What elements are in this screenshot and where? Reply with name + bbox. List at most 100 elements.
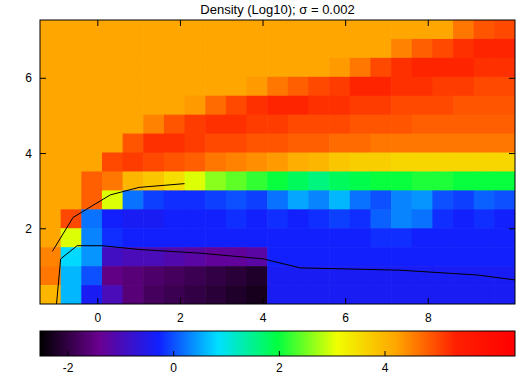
heat-cell <box>391 134 412 154</box>
heat-cell <box>40 153 61 173</box>
heat-cell <box>123 96 144 116</box>
heat-cell <box>474 171 495 191</box>
heat-cell <box>61 153 82 173</box>
colorbar-tick <box>68 351 69 356</box>
x-tick-label: 8 <box>425 311 432 325</box>
heat-cell <box>412 77 433 97</box>
heat-cell <box>370 171 391 191</box>
heat-cell <box>81 58 102 78</box>
heat-cell <box>164 190 185 210</box>
heat-cell <box>329 134 350 154</box>
heat-cell <box>185 266 206 286</box>
y-tick-label: 4 <box>25 147 32 161</box>
heat-cell <box>226 228 247 248</box>
y-tick-label: 2 <box>25 222 32 236</box>
heat-cell <box>102 247 123 267</box>
heat-cell <box>226 20 247 40</box>
heat-cell <box>123 190 144 210</box>
heat-cell <box>123 228 144 248</box>
heat-cell <box>267 266 288 286</box>
heat-cell <box>123 58 144 78</box>
heat-cell <box>81 171 102 191</box>
heat-cell <box>391 39 412 59</box>
heat-cell <box>267 171 288 191</box>
heat-cell <box>226 39 247 59</box>
heat-cell <box>350 190 371 210</box>
heat-cell <box>61 20 82 40</box>
heat-cell <box>474 228 495 248</box>
heat-cell <box>329 247 350 267</box>
heat-cell <box>102 77 123 97</box>
heat-cell <box>432 285 453 304</box>
heat-cell <box>164 20 185 40</box>
heat-cell <box>350 115 371 135</box>
heat-cell <box>185 228 206 248</box>
heat-cell <box>205 20 226 40</box>
heat-cell <box>370 58 391 78</box>
heat-cell <box>329 228 350 248</box>
heat-cell <box>185 20 206 40</box>
heat-cell <box>61 285 82 304</box>
heat-cell <box>267 96 288 116</box>
heat-cell <box>391 77 412 97</box>
heat-cell <box>267 285 288 304</box>
heat-cell <box>164 171 185 191</box>
heat-cell <box>81 266 102 286</box>
heat-cell <box>205 58 226 78</box>
heat-cell <box>494 190 515 210</box>
heat-cell <box>81 39 102 59</box>
heat-cell <box>370 134 391 154</box>
heat-cell <box>164 266 185 286</box>
heat-cell <box>474 190 495 210</box>
colorbar-tick-label: -2 <box>63 361 74 375</box>
heat-cell <box>432 266 453 286</box>
heat-cell <box>432 134 453 154</box>
heat-cell <box>143 209 164 229</box>
heat-cell <box>61 96 82 116</box>
heat-cell <box>247 171 268 191</box>
heat-cell <box>226 77 247 97</box>
heat-cell <box>164 58 185 78</box>
heat-cell <box>391 153 412 173</box>
heat-cell <box>308 190 329 210</box>
heat-cell <box>267 115 288 135</box>
heat-cell <box>432 115 453 135</box>
heat-cell <box>350 247 371 267</box>
heat-cell <box>432 58 453 78</box>
heat-cell <box>226 266 247 286</box>
heat-cell <box>288 171 309 191</box>
title: Density (Log10); σ = 0.002 <box>200 2 354 17</box>
heat-cell <box>267 58 288 78</box>
heat-cell <box>143 190 164 210</box>
heat-cell <box>143 153 164 173</box>
heat-cell <box>205 153 226 173</box>
heat-cell <box>143 228 164 248</box>
heat-cell <box>40 58 61 78</box>
heat-cell <box>350 153 371 173</box>
heat-cell <box>474 39 495 59</box>
heat-cell <box>185 190 206 210</box>
heat-cell <box>185 39 206 59</box>
heat-cell <box>40 171 61 191</box>
heat-cell <box>81 190 102 210</box>
heat-cell <box>143 77 164 97</box>
heat-cell <box>329 153 350 173</box>
heat-cell <box>247 115 268 135</box>
heat-cell <box>288 209 309 229</box>
heat-cell <box>247 134 268 154</box>
heat-cell <box>123 209 144 229</box>
heat-cell <box>185 134 206 154</box>
heat-cell <box>247 39 268 59</box>
heat-cell <box>288 115 309 135</box>
heat-cell <box>288 266 309 286</box>
heat-cell <box>226 285 247 304</box>
heat-cell <box>164 153 185 173</box>
heat-cell <box>350 134 371 154</box>
heat-cell <box>494 20 515 40</box>
heat-cell <box>40 77 61 97</box>
heat-cell <box>432 20 453 40</box>
heat-cell <box>247 190 268 210</box>
heat-cell <box>453 20 474 40</box>
heat-cell <box>370 190 391 210</box>
heat-cell <box>164 285 185 304</box>
